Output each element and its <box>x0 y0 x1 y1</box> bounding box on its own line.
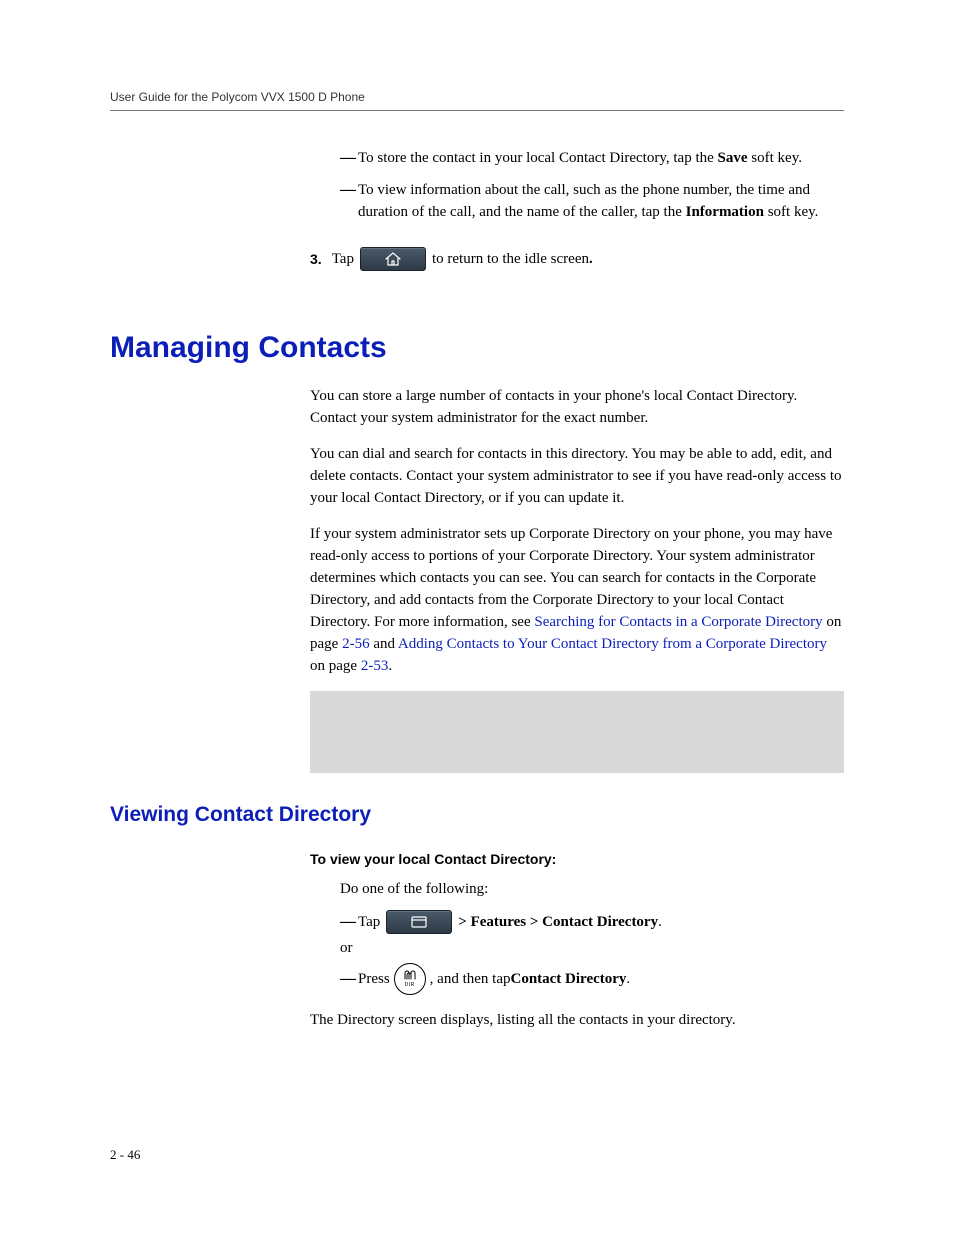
page-number: 2 - 46 <box>110 1147 140 1163</box>
procedure-title: To view your local Contact Directory: <box>310 851 844 867</box>
step-text-tap: Tap <box>332 251 354 268</box>
note-placeholder-box <box>310 691 844 773</box>
link-page-ref[interactable]: 2-56 <box>342 636 370 652</box>
paragraph: You can dial and search for contacts in … <box>310 443 844 509</box>
paragraph: If your system administrator sets up Cor… <box>310 523 844 677</box>
home-softkey-icon <box>360 247 426 271</box>
step-period: . <box>589 251 593 268</box>
dash-icon: — <box>340 968 358 990</box>
period: . <box>626 968 630 990</box>
dash-icon: — <box>340 147 358 169</box>
paragraph: You can store a large number of contacts… <box>310 385 844 429</box>
option-row: — Tap > Features > Contact Directory. <box>340 910 844 934</box>
heading-viewing-contact-directory: Viewing Contact Directory <box>110 803 844 827</box>
step-3: 3. Tap to return to the idle screen. <box>310 247 844 271</box>
step-text-rest: to return to the idle screen <box>432 251 589 268</box>
link-page-ref[interactable]: 2-53 <box>361 658 389 674</box>
press-text: Press <box>358 968 390 990</box>
contact-directory-bold: Contact Directory <box>510 968 626 990</box>
press-mid-text: , and then tap <box>430 968 511 990</box>
link-search-corp-dir[interactable]: Searching for Contacts in a Corporate Di… <box>534 614 822 630</box>
or-separator: or <box>340 940 844 957</box>
running-header: User Guide for the Polycom VVX 1500 D Ph… <box>110 90 844 104</box>
period: . <box>658 911 662 933</box>
heading-managing-contacts: Managing Contacts <box>110 331 844 365</box>
menu-softkey-icon <box>386 910 452 934</box>
paragraph: The Directory screen displays, listing a… <box>310 1009 844 1031</box>
menu-path: > Features > Contact Directory <box>458 911 658 933</box>
step-number: 3. <box>310 251 322 267</box>
header-rule <box>110 110 844 111</box>
tap-text: Tap <box>358 911 380 933</box>
bullet-text: To view information about the call, such… <box>358 179 844 223</box>
dash-icon: — <box>340 911 358 933</box>
bullet-text: To store the contact in your local Conta… <box>358 147 802 169</box>
dash-icon: — <box>340 179 358 201</box>
dir-hardkey-icon: DIR <box>394 963 426 995</box>
do-one-of: Do one of the following: <box>340 881 844 898</box>
option-row: — Press DIR , and then tap Contact Direc… <box>340 963 844 995</box>
bullet-item: — To store the contact in your local Con… <box>340 147 844 169</box>
bullet-item: — To view information about the call, su… <box>340 179 844 223</box>
link-add-corp-dir[interactable]: Adding Contacts to Your Contact Director… <box>398 636 827 652</box>
